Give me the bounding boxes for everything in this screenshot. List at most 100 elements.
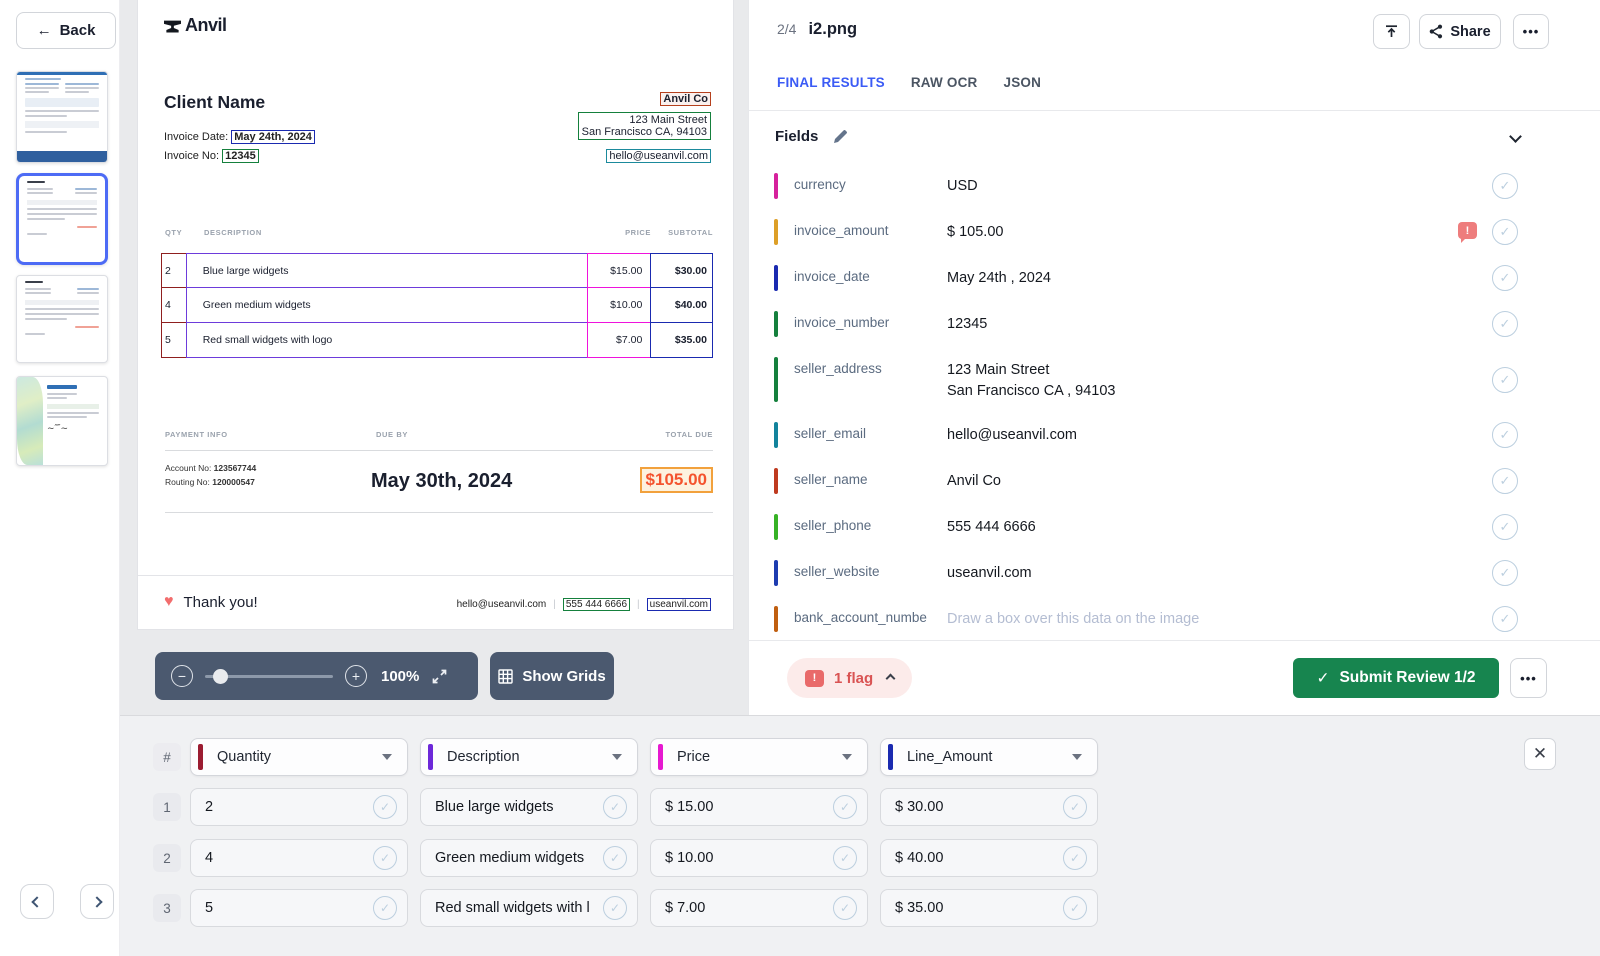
field-value[interactable]: Draw a box over this data on the image: [947, 611, 1200, 627]
approve-check-icon[interactable]: ✓: [1063, 846, 1087, 870]
close-panel-button[interactable]: ✕: [1524, 738, 1556, 770]
subtotal-cell-annotation[interactable]: $30.00: [650, 252, 713, 289]
price-cell-annotation[interactable]: $7.00: [587, 322, 652, 359]
field-value[interactable]: hello@useanvil.com: [947, 427, 1077, 443]
invoice-line-row[interactable]: 2 Blue large widgets $15.00 $30.00: [161, 252, 713, 289]
collapse-fields-chevron-icon[interactable]: [1509, 130, 1522, 143]
seller-email-annotation[interactable]: hello@useanvil.com: [606, 149, 711, 163]
approve-check-icon[interactable]: ✓: [1492, 560, 1518, 586]
field-row[interactable]: seller_name Anvil Co ✓: [749, 458, 1600, 504]
approve-check-icon[interactable]: ✓: [1492, 265, 1518, 291]
zoom-slider-handle[interactable]: [213, 668, 228, 684]
edit-pencil-icon[interactable]: [832, 129, 848, 145]
more-options-button[interactable]: •••: [1513, 14, 1549, 49]
approve-check-icon[interactable]: ✓: [603, 795, 627, 819]
qty-cell-annotation[interactable]: 5: [161, 322, 187, 359]
description-cell[interactable]: Green medium widgets ✓: [420, 839, 638, 877]
price-cell[interactable]: $ 10.00 ✓: [650, 839, 868, 877]
page-thumbnail-1[interactable]: [16, 71, 108, 163]
zoom-in-button[interactable]: +: [345, 665, 367, 687]
share-button[interactable]: Share: [1419, 14, 1501, 49]
column-header-line-amount[interactable]: Line_Amount: [880, 738, 1098, 776]
approve-check-icon[interactable]: ✓: [1063, 795, 1087, 819]
field-value[interactable]: useanvil.com: [947, 565, 1032, 581]
invoice-document[interactable]: Anvil Client Name Invoice Date: May 24th…: [137, 0, 734, 630]
approve-check-icon[interactable]: ✓: [373, 896, 397, 920]
page-thumbnail-4[interactable]: ~⁗~: [16, 376, 108, 466]
field-row[interactable]: seller_website useanvil.com ✓: [749, 550, 1600, 596]
field-row[interactable]: seller_phone 555 444 6666 ✓: [749, 504, 1600, 550]
description-cell[interactable]: Blue large widgets ✓: [420, 788, 638, 826]
tab-final-results[interactable]: FINAL RESULTS: [777, 75, 885, 90]
approve-check-icon[interactable]: ✓: [1492, 366, 1518, 393]
footer-website-annotation[interactable]: useanvil.com: [646, 598, 711, 611]
field-value[interactable]: $ 105.00: [947, 224, 1004, 240]
approve-check-icon[interactable]: ✓: [373, 846, 397, 870]
fullscreen-icon[interactable]: [431, 668, 448, 685]
subtotal-cell-annotation[interactable]: $35.00: [650, 322, 713, 359]
approve-check-icon[interactable]: ✓: [833, 846, 857, 870]
upload-button[interactable]: [1373, 14, 1410, 49]
show-grids-button[interactable]: Show Grids: [490, 652, 614, 700]
invoice-date-annotation[interactable]: May 24th, 2024: [231, 130, 315, 144]
invoice-line-row[interactable]: 5 Red small widgets with logo $7.00 $35.…: [161, 322, 713, 359]
quantity-cell[interactable]: 5 ✓: [190, 889, 408, 927]
approve-check-icon[interactable]: ✓: [1063, 896, 1087, 920]
invoice-number-annotation[interactable]: 12345: [222, 149, 259, 163]
description-cell-annotation[interactable]: Green medium widgets: [185, 287, 589, 324]
approve-check-icon[interactable]: ✓: [833, 795, 857, 819]
seller-address-annotation[interactable]: 123 Main Street San Francisco CA, 94103: [577, 112, 711, 140]
approve-check-icon[interactable]: ✓: [373, 795, 397, 819]
approve-check-icon[interactable]: ✓: [1492, 219, 1518, 245]
description-cell-annotation[interactable]: Blue large widgets: [185, 252, 589, 289]
zoom-out-button[interactable]: −: [171, 665, 193, 687]
field-value[interactable]: 555 444 6666: [947, 519, 1036, 535]
description-cell-annotation[interactable]: Red small widgets with logo: [185, 322, 589, 359]
field-value[interactable]: May 24th , 2024: [947, 270, 1051, 286]
qty-cell-annotation[interactable]: 2: [161, 252, 187, 289]
column-header-price[interactable]: Price: [650, 738, 868, 776]
field-value[interactable]: 12345: [947, 316, 988, 332]
page-thumbnail-2-selected[interactable]: [16, 173, 108, 265]
quantity-cell[interactable]: 2 ✓: [190, 788, 408, 826]
approve-check-icon[interactable]: ✓: [1492, 311, 1518, 337]
tab-json[interactable]: JSON: [1003, 75, 1042, 90]
quantity-cell[interactable]: 4 ✓: [190, 839, 408, 877]
approve-check-icon[interactable]: ✓: [1492, 173, 1518, 199]
more-actions-button[interactable]: •••: [1510, 658, 1547, 698]
approve-check-icon[interactable]: ✓: [603, 896, 627, 920]
next-page-button[interactable]: [80, 884, 114, 919]
prev-page-button[interactable]: [20, 884, 54, 919]
description-cell[interactable]: Red small widgets with l ✓: [420, 889, 638, 927]
invoice-line-row[interactable]: 4 Green medium widgets $10.00 $40.00: [161, 287, 713, 324]
flags-toggle-button[interactable]: ! 1 flag: [787, 658, 913, 698]
amount-cell[interactable]: $ 30.00 ✓: [880, 788, 1098, 826]
amount-cell[interactable]: $ 40.00 ✓: [880, 839, 1098, 877]
page-thumbnail-3[interactable]: [16, 275, 108, 363]
approve-check-icon[interactable]: ✓: [1492, 468, 1518, 494]
field-row[interactable]: invoice_date May 24th , 2024 ✓: [749, 255, 1600, 301]
qty-cell-annotation[interactable]: 4: [161, 287, 187, 324]
amount-cell[interactable]: $ 35.00 ✓: [880, 889, 1098, 927]
price-cell[interactable]: $ 7.00 ✓: [650, 889, 868, 927]
field-row[interactable]: currency USD ✓: [749, 163, 1600, 209]
submit-review-button[interactable]: ✓ Submit Review 1/2: [1293, 658, 1499, 698]
price-cell-annotation[interactable]: $15.00: [587, 252, 652, 289]
field-value[interactable]: USD: [947, 178, 978, 194]
price-cell[interactable]: $ 15.00 ✓: [650, 788, 868, 826]
footer-phone-annotation[interactable]: 555 444 6666: [562, 598, 631, 611]
zoom-slider[interactable]: [205, 668, 333, 684]
back-button[interactable]: ← Back: [16, 12, 116, 49]
approve-check-icon[interactable]: ✓: [603, 846, 627, 870]
field-row[interactable]: seller_address 123 Main Street San Franc…: [749, 347, 1600, 412]
seller-name-annotation[interactable]: Anvil Co: [660, 92, 711, 106]
field-row[interactable]: bank_account_numbe Draw a box over this …: [749, 596, 1600, 639]
column-header-description[interactable]: Description: [420, 738, 638, 776]
field-row[interactable]: seller_email hello@useanvil.com ✓: [749, 412, 1600, 458]
price-cell-annotation[interactable]: $10.00: [587, 287, 652, 324]
approve-check-icon[interactable]: ✓: [1492, 422, 1518, 448]
subtotal-cell-annotation[interactable]: $40.00: [650, 287, 713, 324]
field-row[interactable]: invoice_number 12345 ✓: [749, 301, 1600, 347]
field-value[interactable]: Anvil Co: [947, 473, 1001, 489]
approve-check-icon[interactable]: ✓: [833, 896, 857, 920]
